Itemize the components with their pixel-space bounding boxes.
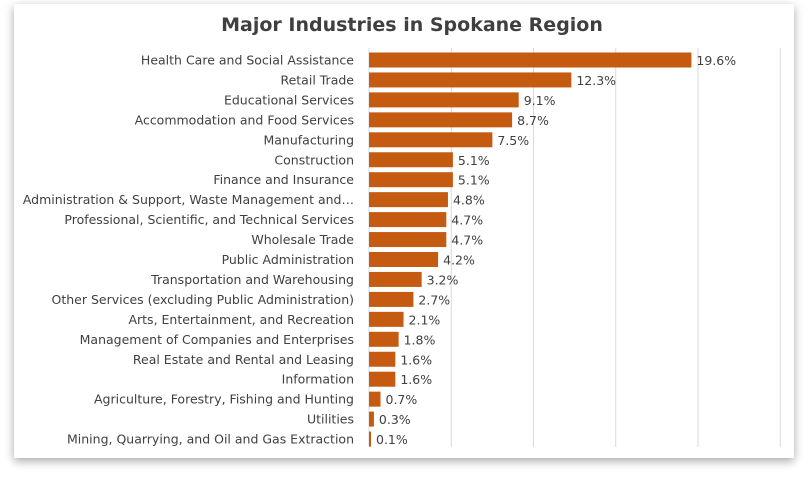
category-label: Agriculture, Forestry, Fishing and Hunti… [94,392,354,407]
bar [369,92,519,108]
chart-card: Major Industries in Spokane Region Healt… [14,4,794,458]
category-label: Real Estate and Rental and Leasing [133,352,354,367]
value-label: 4.2% [443,253,475,268]
bar [369,431,371,447]
value-label: 8.7% [517,113,549,128]
category-label: Wholesale Trade [251,232,354,247]
bar [369,112,513,128]
value-label: 12.3% [576,73,616,88]
value-label: 1.8% [404,332,436,347]
value-label: 4.7% [451,233,483,248]
value-label: 1.6% [400,352,432,367]
category-label: Health Care and Social Assistance [141,53,354,68]
bar [369,411,374,427]
value-label: 9.1% [524,93,556,108]
category-label: Information [282,372,354,387]
bar [369,232,447,248]
bar [369,72,572,88]
value-label: 4.8% [453,193,485,208]
bar [369,152,453,168]
bar [369,391,381,407]
category-label: Construction [274,152,354,167]
category-label: Retail Trade [280,72,354,87]
bar [369,172,453,188]
category-label: Manufacturing [263,132,354,147]
category-label: Management of Companies and Enterprises [80,332,354,347]
category-label: Utilities [307,412,354,427]
value-label: 0.3% [379,412,411,427]
category-label: Accommodation and Food Services [135,112,354,127]
category-label: Arts, Entertainment, and Recreation [128,312,354,327]
bar [369,291,414,307]
bar [369,252,439,267]
bar [369,271,422,287]
bar [369,311,404,327]
category-label: Mining, Quarrying, and Oil and Gas Extra… [67,432,354,447]
bar [369,351,396,367]
category-label: Finance and Insurance [213,172,354,187]
chart-title: Major Industries in Spokane Region [221,14,603,36]
value-label: 0.7% [386,392,418,407]
value-label: 7.5% [497,133,529,148]
category-labels: Health Care and Social Assistance Retail … [23,53,354,447]
bars [369,52,692,447]
value-labels: 19.6% 12.3% 9.1% 8.7% 7.5% 5.1% 5.1% 4.8% 4.7% 4.… [376,53,736,447]
bar [369,192,448,208]
category-label: Transportation and Warehousing [150,272,354,287]
chart: Major Industries in Spokane Region Healt… [23,14,781,447]
category-label: Public Administration [222,252,354,267]
bar [369,371,396,387]
category-label: Professional, Scientific, and Technical … [64,212,354,227]
value-label: 5.1% [458,173,490,188]
bar [369,52,692,68]
value-label: 4.7% [451,213,483,228]
bar [369,331,399,347]
value-label: 1.6% [400,372,432,387]
value-label: 19.6% [696,53,736,68]
value-label: 2.1% [409,312,441,327]
value-label: 3.2% [427,272,459,287]
category-label: Other Services (excluding Public Adminis… [52,292,355,307]
value-label: 0.1% [376,432,408,447]
value-label: 5.1% [458,153,490,168]
bar [369,132,493,148]
category-label: Administration & Support, Waste Manageme… [23,192,354,207]
category-label: Educational Services [224,92,354,107]
bar [369,212,447,228]
value-label: 2.7% [418,292,450,307]
